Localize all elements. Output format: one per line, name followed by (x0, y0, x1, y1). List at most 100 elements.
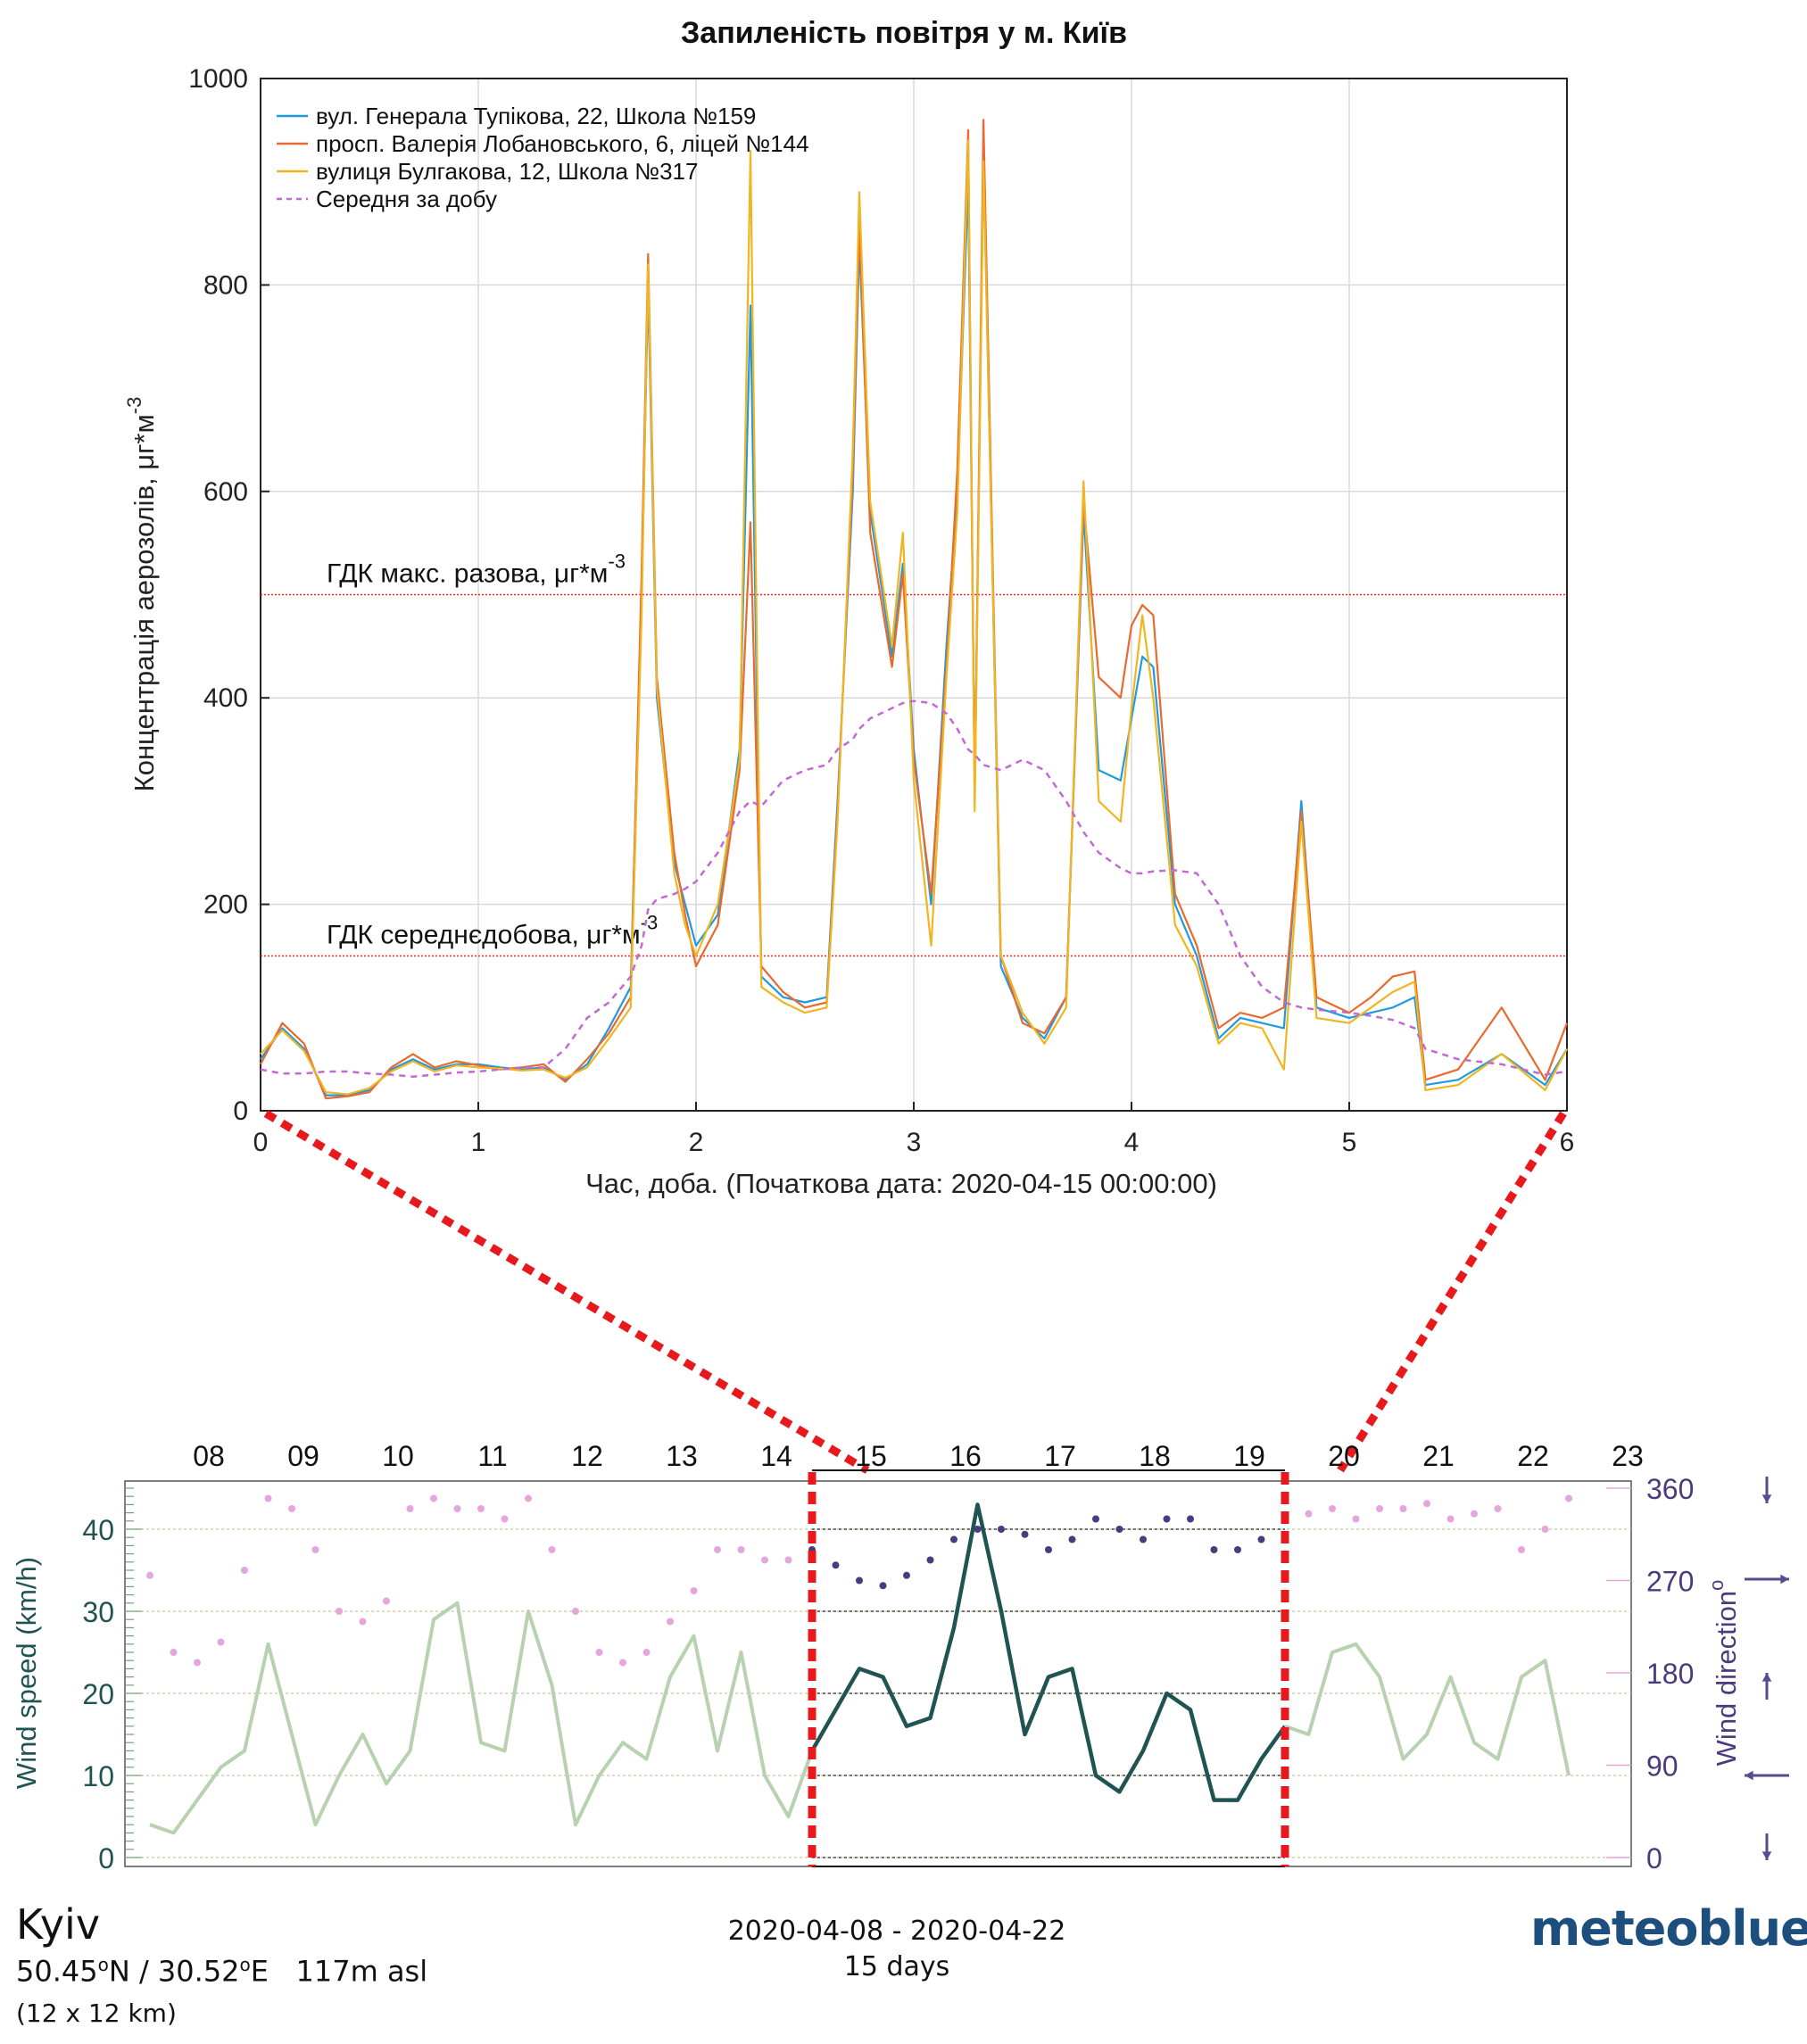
wind-direction-point (1471, 1510, 1478, 1518)
legend-label: Середня за добу (316, 186, 497, 212)
wind-direction-point (926, 1556, 934, 1564)
wind-direction-point (525, 1494, 532, 1502)
wind-direction-point (879, 1582, 887, 1590)
wind-direction-point (1210, 1546, 1218, 1553)
wind-direction-point (950, 1535, 957, 1543)
wind-direction-point (1446, 1515, 1455, 1523)
top-y-ticks: 0 200 400 600 800 1000 (188, 64, 269, 1126)
wind-direction-point (383, 1597, 390, 1605)
wind-direction-point (784, 1556, 792, 1564)
wind-direction-tick-label: 180 (1646, 1658, 1694, 1690)
longitude-dir: E (250, 1954, 269, 1989)
y-tick-label: 0 (233, 1096, 248, 1126)
period-range: 2020-04-08 - 2020-04-22 (727, 1916, 1066, 1947)
x-tick-label: 1 (471, 1128, 486, 1157)
wind-direction-point (856, 1576, 863, 1585)
arrow-north-icon-head (1761, 1494, 1772, 1503)
x-tick-label: 2 (689, 1128, 704, 1157)
longitude: 30.52 (157, 1954, 240, 1989)
day-label: 09 (287, 1440, 319, 1472)
wind-direction-point (998, 1526, 1005, 1533)
wind-direction-point (453, 1505, 461, 1512)
wind-direction-tick-label: 270 (1646, 1566, 1694, 1598)
wind-direction-point (1423, 1500, 1430, 1508)
grid-resolution: (12 x 12 km) (16, 1998, 177, 2028)
wind-direction-point (1399, 1505, 1407, 1512)
wind-direction-point (430, 1494, 437, 1502)
period-info: 2020-04-08 - 2020-04-22 15 days (696, 1914, 1098, 1985)
wind-direction-point (1068, 1535, 1076, 1543)
top-series-group (260, 119, 1569, 1100)
x-tick-label: 5 (1342, 1128, 1357, 1157)
wind-direction-label-text: Wind direction (1711, 1591, 1742, 1766)
zoom-connectors (263, 1110, 1567, 1474)
wind-direction-point (1518, 1546, 1525, 1553)
wind-direction-point (1565, 1494, 1572, 1502)
wind-speed-tick-label: 10 (82, 1760, 114, 1792)
wind-direction-point (1494, 1505, 1502, 1512)
day-labels: 08 09 10 11 12 13 14 15 16 17 18 19 20 21 22 23 (193, 1440, 1644, 1472)
wind-direction-point (477, 1505, 485, 1512)
wind-direction-point (642, 1649, 651, 1656)
arrow-east-icon-head (1745, 1770, 1753, 1781)
wind-direction-point (595, 1649, 603, 1656)
legend: вул. Генерала Тупікова, 22, Школа №159пр… (277, 103, 809, 212)
degree-sign: o (97, 1954, 109, 1975)
threshold-label-sup: -3 (608, 550, 626, 573)
threshold-label: ГДК макс. разова, μг*м-3 (327, 550, 626, 589)
wind-direction-point (714, 1546, 721, 1553)
day-label: 12 (571, 1440, 603, 1472)
wind-direction-point (170, 1649, 178, 1656)
arrow-west-icon-head (1780, 1574, 1789, 1585)
y-tick-label: 1000 (188, 64, 248, 94)
wind-speed-tick-label: 30 (82, 1596, 114, 1628)
wind-direction-tick-label: 0 (1646, 1842, 1662, 1874)
threshold-label-text: ГДК макс. разова, μг*м (327, 559, 608, 589)
bottom-grid (125, 1528, 1631, 1858)
day-label: 11 (477, 1440, 507, 1472)
day-label: 23 (1612, 1440, 1644, 1472)
series-line-4 (260, 699, 1568, 1079)
wind-direction-point (832, 1561, 840, 1569)
day-label: 19 (1233, 1440, 1265, 1472)
wind-speed-line-after (1284, 1642, 1571, 1776)
wind-direction-point (548, 1546, 556, 1553)
y-axis-label: Концентрація аерозолів, μг*м-3 (123, 397, 160, 792)
day-label: 17 (1044, 1440, 1076, 1472)
wind-direction-point (1257, 1535, 1265, 1543)
wind-direction-point (1352, 1515, 1360, 1523)
elevation: 117m asl (295, 1954, 428, 1989)
wind-direction-point (288, 1505, 295, 1512)
wind-direction-point (1541, 1526, 1549, 1533)
day-label: 20 (1328, 1440, 1360, 1472)
threshold-label-text: ГДК середнєдобова, μг*м (327, 920, 641, 949)
wind-direction-point (241, 1567, 248, 1574)
day-label: 13 (666, 1440, 698, 1472)
location-coordinates: 50.45oN / 30.52oE 117m asl (16, 1954, 428, 1989)
y-tick-label: 200 (203, 890, 248, 920)
wind-direction-label-sup: o (1705, 1580, 1728, 1591)
y-axis-label-text: Концентрація аерозолів, μг*м (128, 414, 160, 791)
threshold-label-sup: -3 (641, 911, 659, 933)
day-label: 21 (1422, 1440, 1455, 1472)
wind-direction-arrows (1745, 1477, 1789, 1860)
legend-label: просп. Валерія Лобановського, 6, ліцей №… (316, 130, 809, 157)
x-tick-label: 4 (1124, 1128, 1140, 1157)
wind-speed-tick-label: 20 (82, 1678, 114, 1710)
day-label: 10 (382, 1440, 414, 1472)
brand-logo: meteoblue (1530, 1900, 1807, 1957)
y-tick-label: 600 (203, 477, 248, 507)
wind-direction-point (572, 1608, 579, 1615)
legend-label: вул. Генерала Тупікова, 22, Школа №159 (316, 103, 756, 129)
wind-direction-point (501, 1515, 509, 1523)
zoom-window (808, 1469, 1289, 1867)
degree-sign: o (239, 1954, 251, 1975)
wind-direction-point (146, 1571, 153, 1579)
wind-direction-point (1140, 1535, 1147, 1543)
wind-speed-line-before (149, 1601, 814, 1835)
y-tick-label: 800 (203, 270, 248, 300)
latitude: 50.45 (16, 1954, 98, 1989)
legend-label: вулиця Булгакова, 12, Школа №317 (316, 158, 698, 185)
wind-direction-tick-label: 360 (1646, 1473, 1694, 1505)
